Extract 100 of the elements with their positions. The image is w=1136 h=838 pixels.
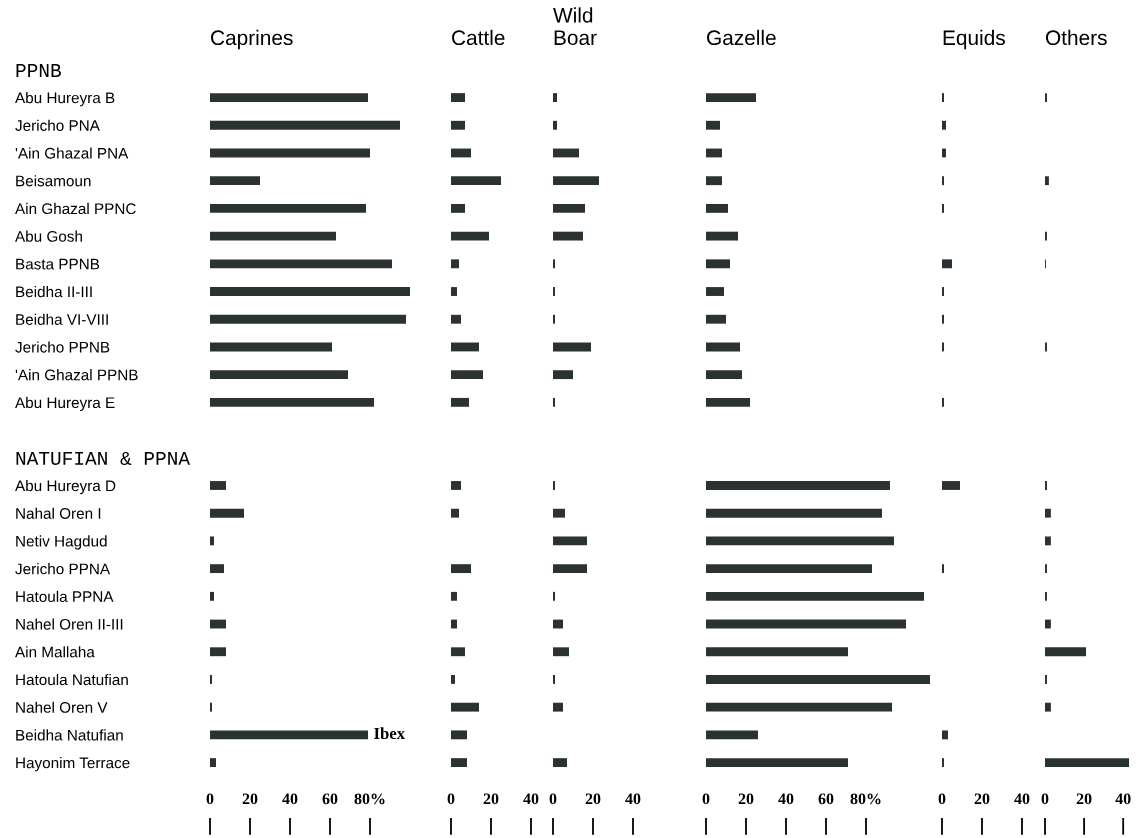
bar — [451, 231, 489, 241]
x-tick-label: 20 — [1076, 793, 1092, 805]
bar — [553, 370, 573, 380]
bar — [553, 702, 563, 712]
bar — [706, 564, 872, 574]
bar — [451, 370, 483, 380]
x-tick-label: 0 — [1041, 793, 1049, 805]
bar — [210, 619, 226, 629]
bar — [706, 259, 730, 269]
x-tick-label: 40 — [523, 793, 539, 805]
bar — [451, 314, 461, 324]
chart-title: Caprines — [211, 29, 293, 50]
y-tick-label: Beidha Natufian — [16, 729, 123, 741]
bar — [451, 342, 479, 352]
bar — [706, 231, 738, 241]
chart-title: Cattle — [452, 29, 505, 46]
bar — [706, 120, 720, 130]
chart-title: Gazelle — [707, 29, 776, 46]
x-tick-label: 0 — [702, 793, 710, 805]
bar — [451, 203, 465, 213]
bar — [210, 481, 226, 490]
bar — [706, 314, 726, 324]
bar — [1045, 647, 1087, 657]
bar — [706, 591, 924, 601]
y-tick-label: Hatoula Natufian — [16, 673, 128, 686]
bar — [451, 675, 455, 684]
y-tick-label: Abu Gosh — [15, 230, 82, 242]
chart-title: Wild Boar — [553, 7, 597, 46]
bar — [706, 647, 848, 657]
y-tick-label: NATUFIAN & PPNA — [16, 451, 191, 466]
bar — [451, 508, 459, 518]
y-tick-label: Jericho PPNB — [15, 341, 110, 353]
bar — [210, 176, 260, 186]
bar — [706, 675, 930, 684]
bar — [210, 231, 336, 241]
bar — [553, 536, 587, 546]
x-tick-label: 40 — [625, 793, 641, 805]
x-tick-label: 0 — [206, 793, 214, 805]
bar — [553, 203, 585, 213]
x-tick-label: 40 — [778, 793, 794, 805]
x-tick-label: 80% — [850, 793, 881, 805]
y-tick-label: Abu Hureyra E — [15, 396, 115, 412]
bar — [210, 370, 348, 380]
y-tick-label: 'Ain Ghazal PPNB — [15, 369, 138, 381]
bar — [553, 120, 557, 130]
bar — [706, 508, 882, 518]
x-tick-label: 20 — [585, 793, 601, 805]
bar — [210, 148, 370, 158]
bar — [706, 619, 906, 629]
bar — [706, 370, 742, 380]
bar — [1045, 702, 1051, 712]
bar — [553, 564, 587, 574]
bar — [1045, 536, 1051, 546]
bar — [451, 702, 479, 712]
bar — [553, 176, 599, 186]
chart-title: Equids — [943, 29, 1005, 50]
bar — [451, 758, 467, 768]
x-tick-label: 40 — [1115, 793, 1131, 805]
bar — [210, 342, 332, 352]
bar — [210, 314, 406, 324]
bar — [942, 730, 948, 740]
y-tick-label: Beidha II-III — [16, 285, 92, 298]
bar — [942, 481, 960, 490]
bar — [706, 730, 758, 740]
x-tick-label: 60 — [322, 793, 338, 805]
bar — [451, 591, 457, 601]
bar — [210, 730, 368, 740]
bar — [451, 287, 457, 296]
bar — [553, 647, 569, 657]
y-tick-label: Nahel Oren V — [16, 701, 108, 713]
bar — [706, 287, 724, 296]
y-tick-label: PPNB — [16, 64, 61, 77]
y-tick-label: Beisamoun — [16, 175, 91, 187]
annotation: Ibex — [374, 727, 405, 740]
x-tick-label: 0 — [447, 793, 455, 805]
x-tick-label: 20 — [738, 793, 754, 805]
bar — [706, 758, 848, 768]
bar — [451, 647, 465, 657]
bar — [1045, 508, 1051, 518]
bar — [706, 536, 894, 546]
bar — [210, 758, 216, 768]
bar — [210, 93, 368, 102]
bar — [706, 93, 756, 102]
bar — [942, 148, 946, 158]
bar — [706, 702, 892, 712]
bar — [553, 619, 563, 629]
bar — [706, 148, 722, 158]
x-tick-label: 40 — [282, 793, 298, 805]
y-tick-label: Basta PPNB — [16, 258, 100, 270]
bar — [210, 397, 374, 407]
bar — [451, 259, 459, 269]
x-tick-label: 80% — [354, 793, 385, 805]
y-tick-label: Ain Ghazal PPNC — [15, 202, 136, 215]
bar — [451, 397, 469, 407]
bar — [210, 591, 214, 601]
bar — [451, 481, 461, 490]
y-tick-label: Hayonim Terrace — [16, 757, 130, 772]
bar — [706, 397, 750, 407]
bar — [210, 203, 366, 213]
bar — [451, 619, 457, 629]
